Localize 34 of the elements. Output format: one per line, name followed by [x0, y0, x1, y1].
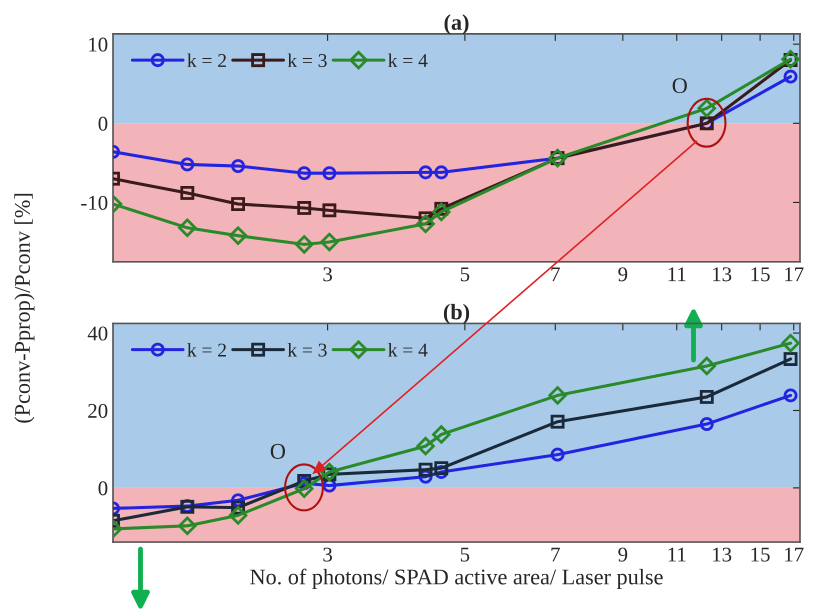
x-tick-label: 3	[323, 267, 332, 282]
x-tick-label: 13	[713, 548, 732, 562]
x-tick-label: 9	[618, 548, 628, 562]
y-axis-title: (Pconv-Pprop)/Pconv [%]	[14, 194, 34, 423]
x-axis-title: No. of photons/ SPAD active area/ Laser pulse	[250, 568, 663, 589]
chart-title: (a)	[444, 14, 468, 34]
x-tick-label: 15	[752, 267, 770, 282]
annotation: O	[672, 78, 687, 94]
x-tick-label: 17	[785, 267, 804, 282]
y-tick-label: -10	[81, 196, 108, 210]
y-tick-label: 0	[98, 481, 108, 496]
x-tick-label: 17	[785, 548, 804, 562]
x-tick-label: 11	[668, 548, 686, 562]
y-tick-label: 10	[89, 38, 108, 52]
legend-label: k = 3	[288, 53, 327, 68]
x-tick-label: 5	[460, 267, 470, 282]
legend-label: k = 2	[187, 342, 226, 356]
x-tick-label: 11	[668, 267, 686, 282]
x-tick-label: 3	[323, 548, 332, 562]
x-tick-label: 7	[551, 548, 560, 562]
x-tick-label: 13	[713, 267, 732, 282]
legend-label: k = 2	[187, 53, 226, 67]
x-tick-label: 5	[460, 548, 470, 562]
legend-label: k = 3	[288, 342, 327, 357]
x-tick-label: 15	[752, 548, 770, 562]
y-tick-label: 40	[88, 326, 108, 341]
x-tick-label: 9	[618, 267, 628, 282]
x-tick-label: 7	[551, 267, 560, 282]
y-tick-label: 0	[98, 116, 108, 131]
annotation: O	[270, 444, 285, 459]
chart-title: (b)	[444, 304, 470, 324]
legend-label: k = 4	[388, 342, 428, 356]
y-tick-label: 20	[88, 404, 108, 418]
legend-label: k = 4	[388, 53, 428, 67]
